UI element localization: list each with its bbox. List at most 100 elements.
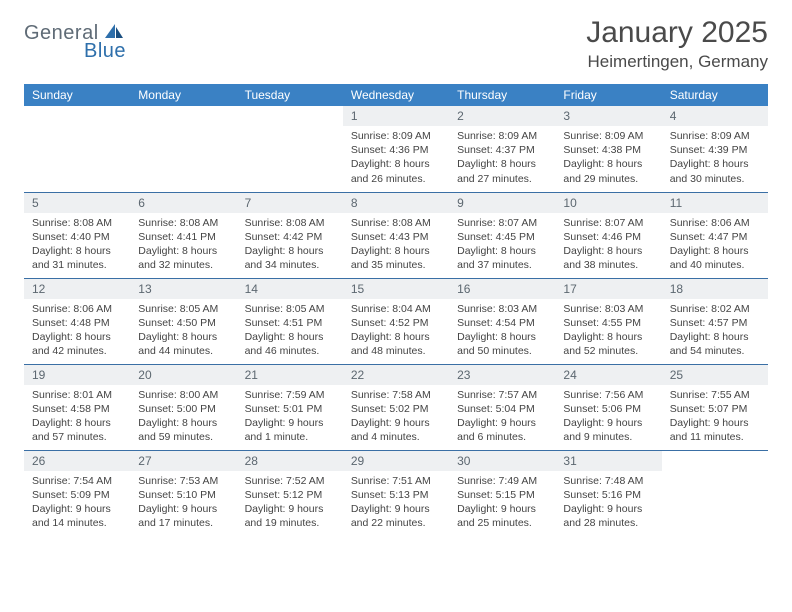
day-number: 2 [449,106,555,126]
day-number: 31 [555,451,661,471]
day-details: Sunrise: 8:07 AMSunset: 4:46 PMDaylight:… [555,213,661,277]
sunrise-line: Sunrise: 8:08 AM [351,216,441,230]
daylight-line: Daylight: 8 hours and 35 minutes. [351,244,441,272]
dayhdr-sun: Sunday [24,84,130,106]
daylight-line: Daylight: 8 hours and 57 minutes. [32,416,122,444]
day-number: 25 [662,365,768,385]
calendar-cell: 23Sunrise: 7:57 AMSunset: 5:04 PMDayligh… [449,364,555,450]
calendar-cell: 7Sunrise: 8:08 AMSunset: 4:42 PMDaylight… [237,192,343,278]
daylight-line: Daylight: 8 hours and 30 minutes. [670,157,760,185]
sunrise-line: Sunrise: 8:02 AM [670,302,760,316]
day-details: Sunrise: 8:06 AMSunset: 4:47 PMDaylight:… [662,213,768,277]
day-number: 5 [24,193,130,213]
day-number: 11 [662,193,768,213]
daylight-line: Daylight: 8 hours and 40 minutes. [670,244,760,272]
day-details: Sunrise: 8:08 AMSunset: 4:40 PMDaylight:… [24,213,130,277]
calendar-row: 19Sunrise: 8:01 AMSunset: 4:58 PMDayligh… [24,364,768,450]
sunrise-line: Sunrise: 8:06 AM [32,302,122,316]
day-details: Sunrise: 8:02 AMSunset: 4:57 PMDaylight:… [662,299,768,363]
sunset-line: Sunset: 4:45 PM [457,230,547,244]
sunrise-line: Sunrise: 8:09 AM [563,129,653,143]
brand-text-blue-wrap: Blue [84,40,126,63]
calendar-cell: .. [237,106,343,192]
calendar-cell: .. [662,450,768,536]
daylight-line: Daylight: 8 hours and 52 minutes. [563,330,653,358]
sunset-line: Sunset: 5:13 PM [351,488,441,502]
month-title: January 2025 [586,16,768,50]
calendar-cell: 1Sunrise: 8:09 AMSunset: 4:36 PMDaylight… [343,106,449,192]
sunset-line: Sunset: 4:57 PM [670,316,760,330]
day-details: Sunrise: 7:53 AMSunset: 5:10 PMDaylight:… [130,471,236,535]
day-number: 22 [343,365,449,385]
calendar-cell: 16Sunrise: 8:03 AMSunset: 4:54 PMDayligh… [449,278,555,364]
calendar-body: ......1Sunrise: 8:09 AMSunset: 4:36 PMDa… [24,106,768,536]
sunset-line: Sunset: 4:48 PM [32,316,122,330]
sunrise-line: Sunrise: 8:08 AM [32,216,122,230]
daylight-line: Daylight: 8 hours and 46 minutes. [245,330,335,358]
day-details: Sunrise: 8:00 AMSunset: 5:00 PMDaylight:… [130,385,236,449]
sunset-line: Sunset: 5:12 PM [245,488,335,502]
sunrise-line: Sunrise: 8:05 AM [138,302,228,316]
sunrise-line: Sunrise: 8:06 AM [670,216,760,230]
calendar-cell: 6Sunrise: 8:08 AMSunset: 4:41 PMDaylight… [130,192,236,278]
daylight-line: Daylight: 9 hours and 19 minutes. [245,502,335,530]
sunset-line: Sunset: 4:46 PM [563,230,653,244]
sunset-line: Sunset: 5:15 PM [457,488,547,502]
dayhdr-wed: Wednesday [343,84,449,106]
calendar-cell: 10Sunrise: 8:07 AMSunset: 4:46 PMDayligh… [555,192,661,278]
day-details: Sunrise: 8:08 AMSunset: 4:41 PMDaylight:… [130,213,236,277]
sunrise-line: Sunrise: 8:04 AM [351,302,441,316]
sunrise-line: Sunrise: 7:58 AM [351,388,441,402]
calendar-row: 12Sunrise: 8:06 AMSunset: 4:48 PMDayligh… [24,278,768,364]
sunrise-line: Sunrise: 7:53 AM [138,474,228,488]
calendar-cell: 9Sunrise: 8:07 AMSunset: 4:45 PMDaylight… [449,192,555,278]
day-details: Sunrise: 8:08 AMSunset: 4:43 PMDaylight:… [343,213,449,277]
day-number: 9 [449,193,555,213]
sunset-line: Sunset: 5:01 PM [245,402,335,416]
sunset-line: Sunset: 5:00 PM [138,402,228,416]
calendar-cell: 4Sunrise: 8:09 AMSunset: 4:39 PMDaylight… [662,106,768,192]
calendar-cell: 17Sunrise: 8:03 AMSunset: 4:55 PMDayligh… [555,278,661,364]
day-number: 23 [449,365,555,385]
day-details: Sunrise: 7:55 AMSunset: 5:07 PMDaylight:… [662,385,768,449]
sunset-line: Sunset: 4:43 PM [351,230,441,244]
day-number: 10 [555,193,661,213]
daylight-line: Daylight: 8 hours and 34 minutes. [245,244,335,272]
calendar-cell: 3Sunrise: 8:09 AMSunset: 4:38 PMDaylight… [555,106,661,192]
dayhdr-tue: Tuesday [237,84,343,106]
sunset-line: Sunset: 4:51 PM [245,316,335,330]
calendar-header-row: Sunday Monday Tuesday Wednesday Thursday… [24,84,768,106]
day-number: 14 [237,279,343,299]
day-details: Sunrise: 8:09 AMSunset: 4:38 PMDaylight:… [555,126,661,190]
calendar-page: General January 2025 Heimertingen, Germa… [0,0,792,536]
day-details: Sunrise: 8:05 AMSunset: 4:51 PMDaylight:… [237,299,343,363]
day-number: 16 [449,279,555,299]
day-number: 8 [343,193,449,213]
day-details: Sunrise: 8:05 AMSunset: 4:50 PMDaylight:… [130,299,236,363]
title-block: January 2025 Heimertingen, Germany [586,16,768,72]
daylight-line: Daylight: 9 hours and 11 minutes. [670,416,760,444]
sunset-line: Sunset: 4:42 PM [245,230,335,244]
day-number: 20 [130,365,236,385]
daylight-line: Daylight: 8 hours and 42 minutes. [32,330,122,358]
day-number: 24 [555,365,661,385]
sunrise-line: Sunrise: 8:05 AM [245,302,335,316]
daylight-line: Daylight: 8 hours and 59 minutes. [138,416,228,444]
sunset-line: Sunset: 4:54 PM [457,316,547,330]
day-details: Sunrise: 7:58 AMSunset: 5:02 PMDaylight:… [343,385,449,449]
dayhdr-sat: Saturday [662,84,768,106]
calendar-cell: 8Sunrise: 8:08 AMSunset: 4:43 PMDaylight… [343,192,449,278]
sunset-line: Sunset: 5:07 PM [670,402,760,416]
sunrise-line: Sunrise: 7:56 AM [563,388,653,402]
sunrise-line: Sunrise: 8:03 AM [563,302,653,316]
day-details: Sunrise: 7:51 AMSunset: 5:13 PMDaylight:… [343,471,449,535]
daylight-line: Daylight: 8 hours and 48 minutes. [351,330,441,358]
day-number: 4 [662,106,768,126]
sunrise-line: Sunrise: 8:09 AM [457,129,547,143]
day-number: 6 [130,193,236,213]
sunset-line: Sunset: 5:06 PM [563,402,653,416]
sunrise-line: Sunrise: 7:48 AM [563,474,653,488]
sunset-line: Sunset: 4:41 PM [138,230,228,244]
calendar-cell: .. [130,106,236,192]
calendar-cell: 30Sunrise: 7:49 AMSunset: 5:15 PMDayligh… [449,450,555,536]
